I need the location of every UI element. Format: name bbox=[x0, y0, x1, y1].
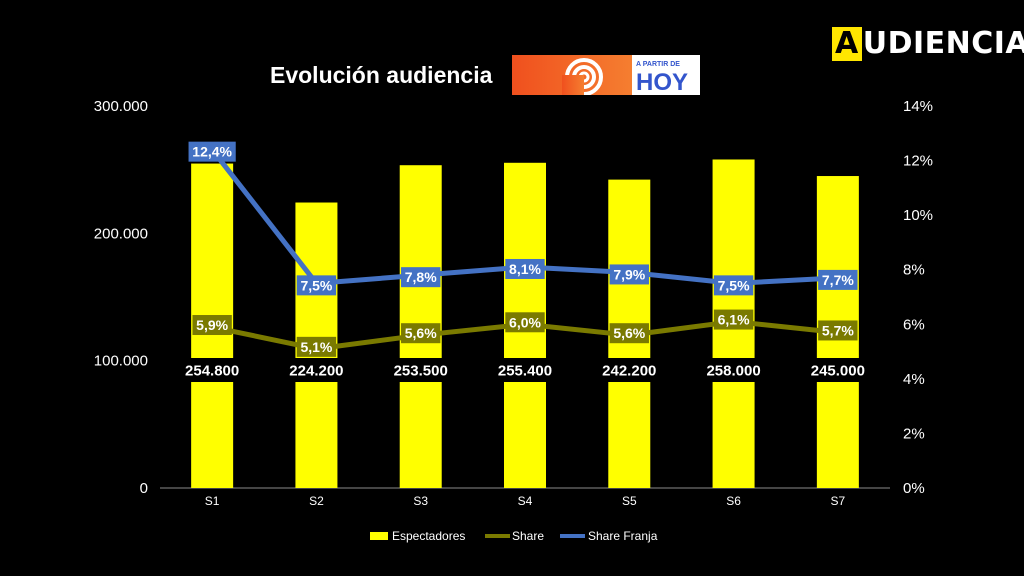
chart-title: Evolución audiencia bbox=[270, 62, 493, 88]
data-label-share-franja-box bbox=[401, 267, 441, 288]
data-label-share-franja: 7,9% bbox=[613, 266, 645, 282]
data-label-espectadores: 242.200 bbox=[602, 362, 656, 379]
data-label-share-franja-box bbox=[818, 269, 858, 290]
data-label-share-box bbox=[296, 336, 337, 357]
x-tick-label: S2 bbox=[309, 494, 324, 508]
data-label-share-box bbox=[192, 315, 232, 336]
data-label-espectadores: 258.000 bbox=[706, 362, 760, 379]
data-label-espectadores: 224.200 bbox=[289, 362, 343, 379]
show-logo-white-panel bbox=[632, 55, 700, 95]
data-label-espectadores-box bbox=[386, 358, 456, 382]
data-label-share-franja: 12,4% bbox=[192, 144, 232, 160]
y-right-tick-label: 2% bbox=[903, 425, 925, 442]
data-label-share: 6,1% bbox=[718, 312, 750, 328]
y-left-tick-label: 0 bbox=[140, 480, 148, 497]
data-label-espectadores: 253.500 bbox=[394, 362, 448, 379]
data-label-espectadores: 254.800 bbox=[185, 362, 239, 379]
data-label-share: 5,7% bbox=[822, 323, 854, 339]
y-left-tick-label: 300.000 bbox=[94, 98, 148, 115]
data-label-share: 5,1% bbox=[300, 339, 332, 355]
data-label-share-franja-box bbox=[188, 141, 236, 162]
show-logo-spiral-cut bbox=[562, 75, 584, 95]
x-tick-label: S7 bbox=[831, 494, 846, 508]
data-label-share-box bbox=[401, 323, 441, 344]
data-label-share: 5,6% bbox=[405, 325, 437, 341]
legend-label-espectadores: Espectadores bbox=[392, 529, 465, 543]
data-label-espectadores-box bbox=[177, 358, 247, 382]
y-right-tick-label: 10% bbox=[903, 207, 933, 224]
data-label-share-franja: 7,5% bbox=[718, 277, 750, 293]
data-label-share-box bbox=[505, 312, 545, 333]
y-right-tick-label: 6% bbox=[903, 316, 925, 333]
data-label-espectadores-box bbox=[803, 358, 873, 382]
y-left-tick-label: 200.000 bbox=[94, 225, 148, 242]
data-label-share-franja-box bbox=[296, 275, 337, 296]
data-label-share-franja: 7,5% bbox=[300, 277, 332, 293]
y-right-tick-label: 8% bbox=[903, 262, 925, 279]
data-label-share-franja: 7,7% bbox=[822, 272, 854, 288]
x-tick-label: S3 bbox=[413, 494, 428, 508]
data-label-share: 5,6% bbox=[613, 325, 645, 341]
data-label-share: 6,0% bbox=[509, 314, 541, 330]
data-label-share-franja-box bbox=[609, 264, 649, 285]
y-left-tick-label: 100.000 bbox=[94, 353, 148, 370]
data-label-share-franja: 8,1% bbox=[509, 261, 541, 277]
brand-logo-text: UDIENCIAS bbox=[862, 26, 1024, 61]
show-logo: A PARTIR DE HOY bbox=[512, 55, 700, 95]
data-label-share-franja-box bbox=[505, 258, 545, 279]
data-label-share: 5,9% bbox=[196, 317, 228, 333]
show-logo-small-text: A PARTIR DE bbox=[636, 61, 680, 68]
data-label-share-box bbox=[818, 320, 858, 341]
data-label-share-box bbox=[609, 323, 649, 344]
brand-logo: AUDIENCIAS bbox=[832, 26, 1024, 61]
data-label-espectadores-box bbox=[282, 358, 351, 382]
data-label-espectadores-box bbox=[490, 358, 560, 382]
x-tick-label: S6 bbox=[726, 494, 741, 508]
legend-swatch-espectadores bbox=[370, 532, 388, 540]
data-label-espectadores: 255.400 bbox=[498, 362, 552, 379]
x-tick-label: S5 bbox=[622, 494, 637, 508]
data-label-espectadores-box bbox=[594, 358, 664, 382]
data-label-share-franja: 7,8% bbox=[405, 269, 437, 285]
y-right-tick-label: 0% bbox=[903, 480, 925, 497]
data-label-espectadores-box bbox=[699, 358, 768, 382]
data-label-share-franja-box bbox=[713, 275, 754, 296]
data-label-share-box bbox=[713, 309, 754, 330]
y-right-tick-label: 4% bbox=[903, 371, 925, 388]
x-tick-label: S4 bbox=[518, 494, 533, 508]
legend-label-share-franja: Share Franja bbox=[588, 529, 658, 543]
y-right-tick-label: 12% bbox=[903, 153, 933, 170]
brand-logo-first-letter: A bbox=[832, 26, 862, 61]
x-tick-label: S1 bbox=[205, 494, 220, 508]
data-label-espectadores: 245.000 bbox=[811, 362, 865, 379]
show-logo-big-text: HOY bbox=[636, 69, 688, 95]
legend-label-share: Share bbox=[512, 529, 544, 543]
y-right-tick-label: 14% bbox=[903, 98, 933, 115]
